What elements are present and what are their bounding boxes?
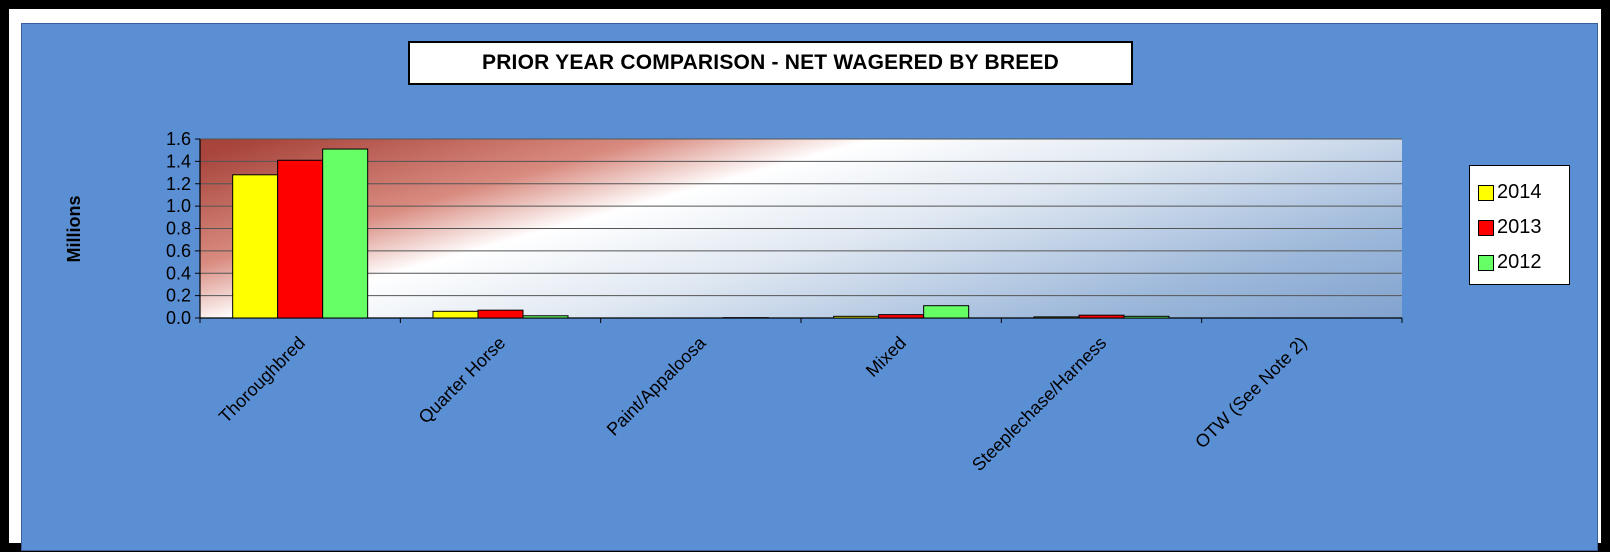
legend-swatch	[1478, 219, 1494, 236]
legend-label: 2014	[1497, 181, 1542, 203]
y-tick-label: 0.0	[166, 308, 191, 328]
bar-2013-3	[878, 314, 925, 319]
y-tick-label: 1.6	[166, 129, 191, 149]
y-tick-label: 1.4	[166, 151, 191, 171]
bar-2012-3	[923, 305, 970, 319]
legend-swatch	[1478, 184, 1494, 201]
legend-label: 2013	[1497, 216, 1542, 238]
y-tick-label: 1.0	[166, 196, 191, 216]
bar-2012-4	[1123, 315, 1170, 319]
y-tick-label: 0.4	[166, 263, 191, 283]
x-tick-label: Thoroughbred	[215, 333, 309, 427]
bar-2013-1	[477, 309, 524, 319]
legend-swatch	[1478, 254, 1494, 271]
bar-2012-0	[322, 148, 369, 319]
x-tick-label: Steeplechase/Harness	[968, 333, 1110, 475]
x-tick-label: Paint/Appaloosa	[603, 332, 711, 440]
x-tick-label: OTW (See Note 2)	[1191, 333, 1311, 453]
legend-entry-2014: 2014	[1478, 181, 1542, 204]
legend-label: 2012	[1497, 251, 1542, 273]
bar-2014-4	[1033, 316, 1080, 319]
y-tick-label: 0.8	[166, 219, 191, 239]
bar-2013-0	[277, 159, 324, 319]
y-tick-label: 0.6	[166, 241, 191, 261]
x-tick-label: Mixed	[862, 333, 910, 381]
bar-2014-3	[833, 315, 880, 319]
bar-2012-1	[522, 315, 569, 319]
chart-title: PRIOR YEAR COMPARISON - NET WAGERED BY B…	[408, 41, 1133, 85]
legend-entry-2013: 2013	[1478, 216, 1542, 239]
legend-entry-2012: 2012	[1478, 251, 1542, 274]
y-tick-label: 1.2	[166, 174, 191, 194]
bar-2014-1	[432, 310, 479, 319]
legend: 2014 2013 2012	[1469, 165, 1570, 285]
bar-2014-0	[232, 174, 279, 319]
bar-2013-4	[1078, 314, 1125, 319]
y-tick-label: 0.2	[166, 286, 191, 306]
y-axis-title: Millions	[64, 196, 84, 263]
x-tick-label: Quarter Horse	[415, 333, 510, 428]
